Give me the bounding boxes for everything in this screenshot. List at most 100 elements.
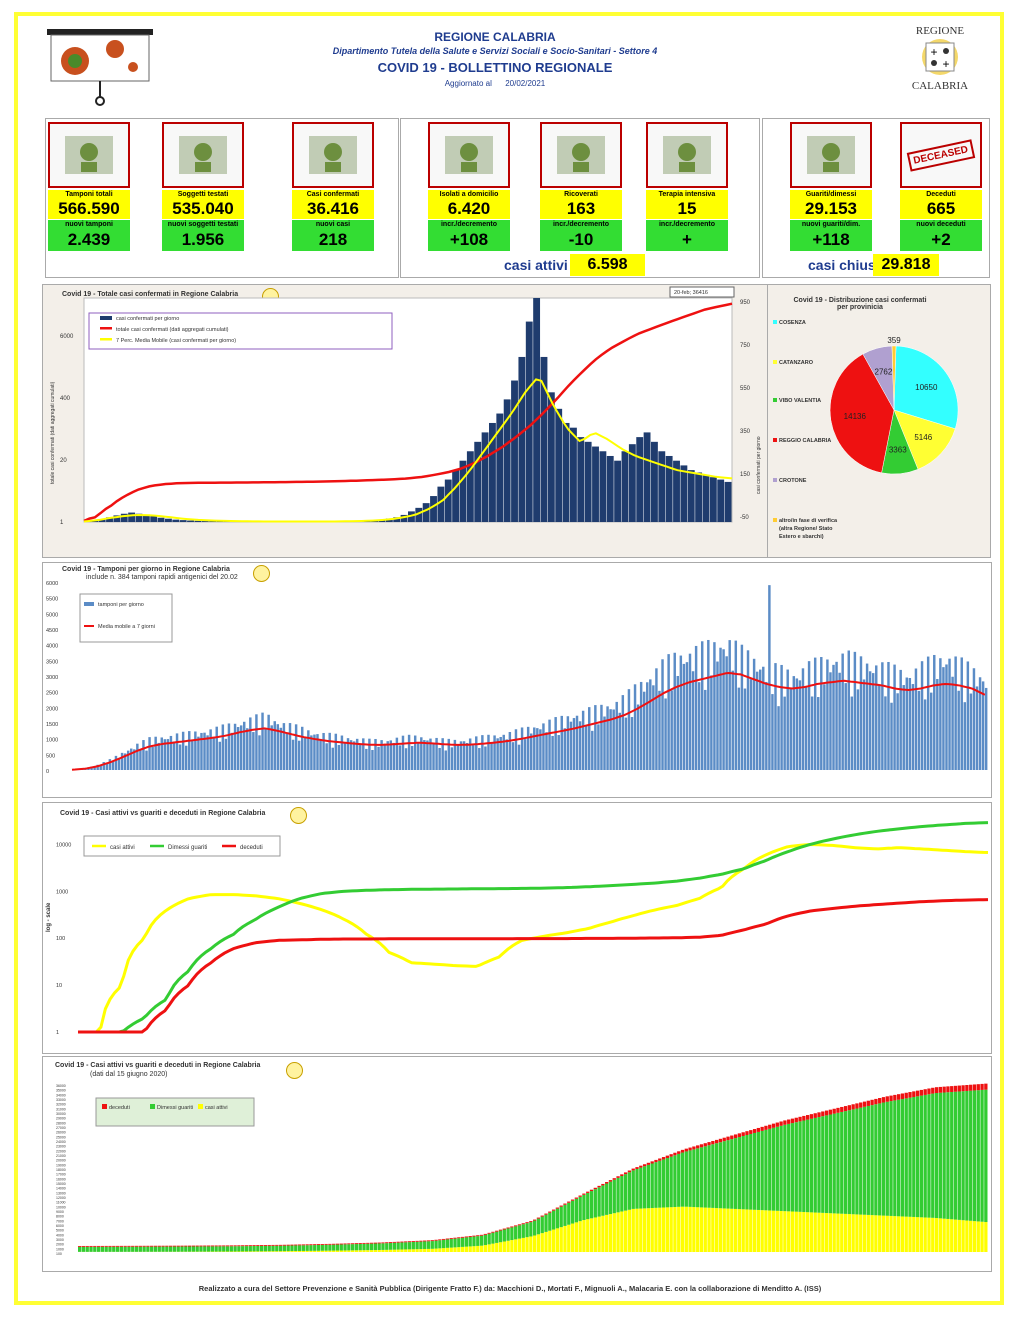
chart4-bar-deceased (889, 1095, 893, 1102)
chart3-y-tick: 10 (56, 983, 62, 989)
chart4-bar-deceased (806, 1115, 810, 1120)
kpi-label: Soggetti testati (162, 190, 244, 199)
chart1-bar (717, 479, 725, 522)
chart4-bar-deceased (131, 1245, 135, 1247)
chart4-bar-recovered (915, 1096, 920, 1218)
pie-value-label: 14136 (844, 412, 867, 421)
chart2-bar (960, 657, 963, 770)
chart2-bar (740, 644, 744, 770)
chart2-bar (139, 749, 142, 770)
chart4-bar-active (415, 1249, 419, 1252)
kpi-value: 163 (540, 199, 622, 219)
chart4-bar-active (794, 1211, 798, 1252)
chart4-bar-recovered (396, 1242, 400, 1250)
chart2-bar (126, 750, 130, 770)
chart4-bar-deceased (351, 1243, 355, 1245)
chart4-bar-recovered (862, 1106, 867, 1215)
chart4-bar-deceased (847, 1105, 851, 1111)
kpi-sublabel: incr./decremento (646, 220, 728, 229)
chart4-bar-deceased (320, 1244, 324, 1245)
chart4-bar-deceased (487, 1232, 491, 1234)
chart2-bar (704, 689, 707, 770)
chart1-right-tick: 750 (740, 343, 751, 349)
updated-label: Aggiornato al (444, 79, 492, 88)
chart4-bar-recovered (165, 1246, 169, 1252)
chart4-bar-active (525, 1237, 529, 1252)
chart4-bar-active (824, 1213, 829, 1252)
chart4-bar-recovered (927, 1094, 931, 1218)
chart2-bar (508, 731, 512, 770)
chart4-bar-recovered (976, 1090, 980, 1222)
chart2-bar (261, 712, 264, 770)
chart1-bar (481, 432, 489, 522)
updated-date: 20/02/2021 (505, 79, 546, 88)
chart4-bar-active (578, 1221, 582, 1252)
chart4-bar-deceased (78, 1245, 82, 1247)
chart4-bar-active (874, 1215, 878, 1252)
chart2-bar (328, 732, 331, 770)
chart2-bar (762, 666, 765, 770)
chart1-bar (466, 451, 474, 522)
chart2-bar (841, 653, 844, 770)
chart4-bar-recovered (275, 1245, 279, 1252)
chart4-bar-recovered (93, 1246, 97, 1252)
chart2-bar (484, 746, 487, 770)
chart4-y-tick: 22000 (56, 1149, 66, 1153)
chart3-y-tick: 100 (56, 936, 65, 942)
chart4-bar-active (555, 1228, 560, 1252)
kpi-2: Casi confermati 36.416 nuovi casi 218 (292, 122, 374, 251)
chart4-bar-active (707, 1207, 711, 1252)
chart1-bar (120, 513, 128, 522)
kpi-label: Deceduti (900, 190, 982, 199)
chart2-bar (523, 739, 527, 770)
chart4-bar-deceased (222, 1245, 226, 1247)
chart4-bar-deceased (256, 1245, 260, 1246)
chart1-bar (400, 514, 408, 522)
chart2-bar (401, 735, 405, 770)
chart2-bar (102, 762, 105, 770)
chart4-bar-deceased (180, 1245, 184, 1247)
pie-legend-swatch (773, 518, 777, 522)
chart4-bar-recovered (787, 1123, 791, 1212)
chart4-bar-deceased (870, 1099, 874, 1106)
chart4-bar-active (297, 1250, 302, 1252)
chart4-bar-recovered (521, 1224, 525, 1238)
chart4-bar-deceased (843, 1106, 848, 1112)
chart2-bar (450, 747, 454, 770)
kpi-label: Terapia intensiva (646, 190, 728, 199)
kpi-4: Ricoverati 163 incr./decremento -10 (540, 122, 622, 251)
chart2-bar (343, 742, 347, 770)
chart2-bar (548, 719, 551, 770)
chart2-bar (710, 675, 713, 770)
chart4-bar-active (942, 1218, 946, 1252)
chart4-bar-deceased (855, 1103, 859, 1109)
chart4-bar-recovered (134, 1246, 139, 1252)
chart4-bar-recovered (206, 1246, 211, 1252)
chart4-bar-recovered (605, 1183, 609, 1215)
chart4-bar-deceased (275, 1244, 279, 1246)
chart4-bar-deceased (969, 1084, 973, 1091)
chart4-bar-recovered (362, 1243, 366, 1251)
chart2-bar (939, 658, 942, 770)
chart4-bar-recovered (953, 1091, 958, 1220)
chart4-bar-recovered (222, 1246, 226, 1252)
chart4-bar-recovered (411, 1241, 415, 1250)
chart4-bar-active (332, 1250, 336, 1252)
chart2-bar (926, 656, 930, 770)
chart4-bar-active (457, 1247, 461, 1252)
chart4-bar-recovered (965, 1090, 969, 1221)
chart2-y-tick: 4500 (46, 628, 58, 634)
chart4-bar-recovered (771, 1127, 776, 1211)
active-cases-value: 6.598 (570, 254, 645, 276)
chart4-bar-active (851, 1214, 855, 1252)
chart4-bar-deceased (267, 1244, 271, 1246)
chart4-bar-deceased (733, 1134, 738, 1139)
chart2-bar (99, 764, 102, 770)
chart2-bar (520, 727, 524, 770)
chart4-bar-deceased (115, 1245, 120, 1247)
chart4-bar-active (635, 1208, 639, 1252)
chart4-bar-deceased (218, 1245, 222, 1247)
chart4-bar-recovered (631, 1170, 635, 1209)
chart4-bar-deceased (199, 1245, 203, 1247)
chart4-bar-recovered (127, 1246, 131, 1252)
